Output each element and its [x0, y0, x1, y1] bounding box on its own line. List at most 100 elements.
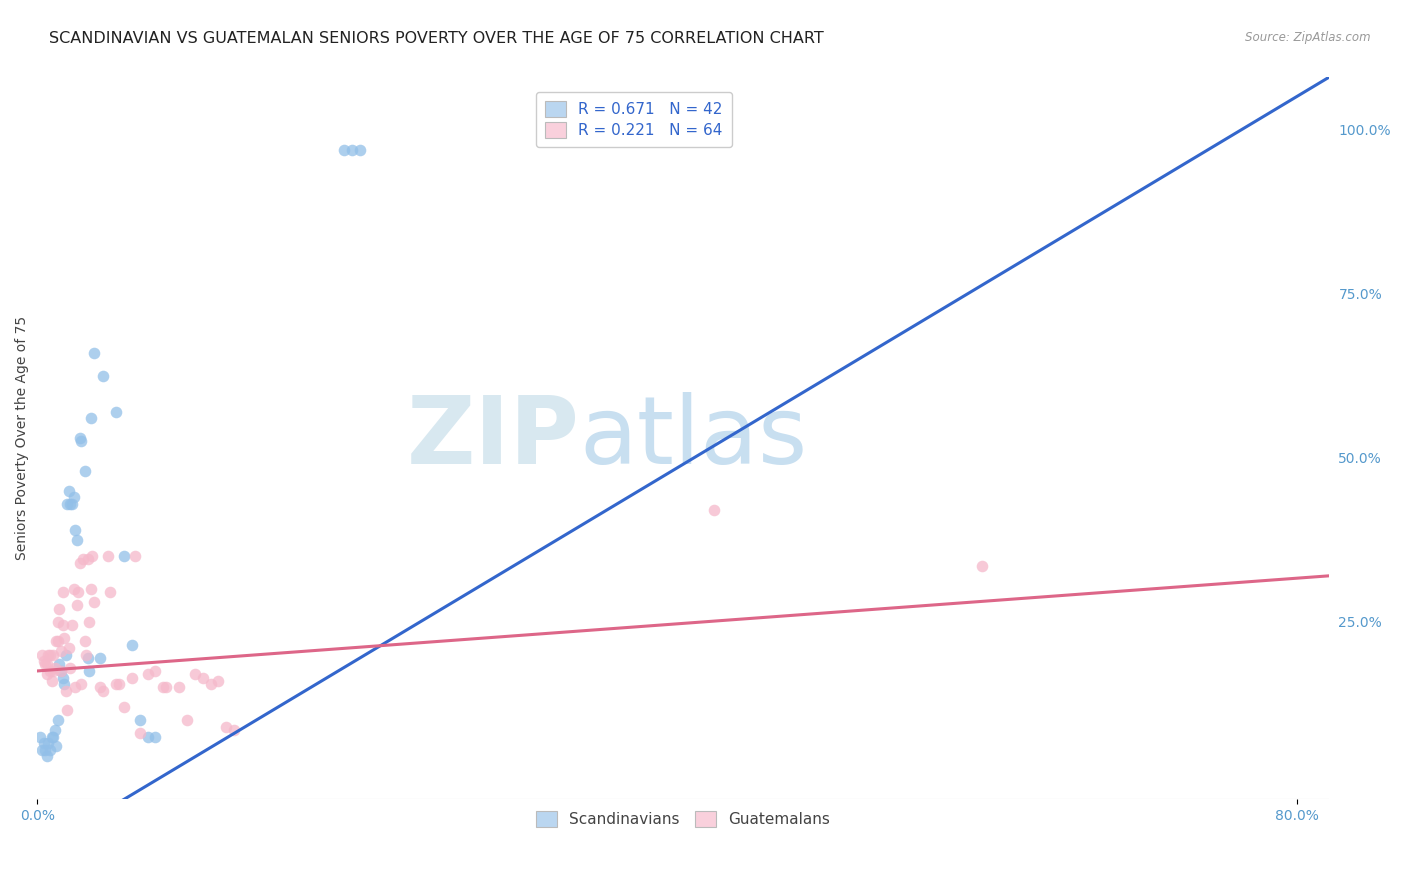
- Point: [89, 681, 111, 695]
- Point: [152, 681, 174, 695]
- Point: [224, 723, 246, 737]
- Point: [112, 549, 135, 564]
- Point: [60, 497, 83, 511]
- Point: [56, 703, 79, 717]
- Point: [53, 677, 76, 691]
- Point: [73, 634, 96, 648]
- Point: [42, 664, 65, 678]
- Point: [66, 599, 89, 613]
- Point: [39, 742, 62, 756]
- Point: [98, 585, 121, 599]
- Point: [128, 726, 150, 740]
- Point: [49, 644, 72, 658]
- Point: [128, 713, 150, 727]
- Point: [184, 667, 207, 681]
- Point: [44, 661, 66, 675]
- Point: [59, 497, 82, 511]
- Point: [63, 523, 86, 537]
- Point: [105, 677, 128, 691]
- Y-axis label: Seniors Poverty Over the Age of 75: Seniors Poverty Over the Age of 75: [15, 316, 30, 560]
- Point: [342, 143, 364, 157]
- Point: [37, 736, 59, 750]
- Point: [207, 673, 229, 688]
- Text: atlas: atlas: [579, 392, 808, 484]
- Point: [56, 497, 79, 511]
- Point: [83, 595, 105, 609]
- Point: [83, 346, 105, 360]
- Point: [58, 483, 80, 498]
- Point: [112, 700, 135, 714]
- Point: [972, 559, 994, 574]
- Point: [80, 411, 103, 425]
- Point: [32, 736, 55, 750]
- Point: [105, 405, 128, 419]
- Point: [69, 556, 91, 570]
- Point: [51, 585, 73, 599]
- Text: Source: ZipAtlas.com: Source: ZipAtlas.com: [1246, 31, 1371, 45]
- Point: [108, 677, 131, 691]
- Point: [30, 730, 52, 744]
- Point: [73, 464, 96, 478]
- Point: [42, 730, 65, 744]
- Point: [89, 650, 111, 665]
- Point: [703, 503, 725, 517]
- Point: [121, 671, 143, 685]
- Point: [45, 634, 67, 648]
- Point: [34, 742, 56, 756]
- Point: [55, 648, 77, 662]
- Point: [63, 681, 86, 695]
- Point: [35, 749, 58, 764]
- Point: [48, 601, 70, 615]
- Point: [62, 490, 84, 504]
- Point: [45, 739, 67, 754]
- Point: [46, 634, 69, 648]
- Point: [59, 661, 82, 675]
- Point: [46, 713, 69, 727]
- Point: [31, 742, 53, 756]
- Point: [31, 648, 53, 662]
- Text: ZIP: ZIP: [406, 392, 579, 484]
- Point: [76, 650, 98, 665]
- Point: [215, 720, 238, 734]
- Text: SCANDINAVIAN VS GUATEMALAN SENIORS POVERTY OVER THE AGE OF 75 CORRELATION CHART: SCANDINAVIAN VS GUATEMALAN SENIORS POVER…: [49, 31, 824, 46]
- Point: [67, 585, 90, 599]
- Point: [93, 683, 115, 698]
- Point: [53, 631, 76, 645]
- Point: [97, 549, 120, 564]
- Point: [176, 713, 198, 727]
- Point: [200, 677, 222, 691]
- Point: [72, 552, 94, 566]
- Point: [62, 582, 84, 596]
- Point: [55, 683, 77, 698]
- Point: [145, 664, 167, 678]
- Point: [51, 671, 73, 685]
- Point: [79, 664, 101, 678]
- Point: [39, 648, 62, 662]
- Point: [349, 143, 371, 157]
- Point: [76, 552, 98, 566]
- Point: [34, 657, 56, 672]
- Point: [49, 664, 72, 678]
- Point: [69, 431, 91, 445]
- Point: [167, 681, 190, 695]
- Legend: Scandinavians, Guatemalans: Scandinavians, Guatemalans: [527, 803, 838, 835]
- Point: [51, 618, 73, 632]
- Point: [155, 681, 177, 695]
- Point: [66, 533, 89, 547]
- Point: [37, 648, 59, 662]
- Point: [46, 615, 69, 629]
- Point: [80, 582, 103, 596]
- Point: [145, 730, 167, 744]
- Point: [191, 671, 214, 685]
- Point: [93, 368, 115, 383]
- Point: [35, 667, 58, 681]
- Point: [70, 677, 93, 691]
- Point: [35, 657, 58, 672]
- Point: [82, 549, 104, 564]
- Point: [49, 664, 72, 678]
- Point: [124, 549, 146, 564]
- Point: [60, 618, 83, 632]
- Point: [70, 434, 93, 449]
- Point: [333, 143, 356, 157]
- Point: [79, 615, 101, 629]
